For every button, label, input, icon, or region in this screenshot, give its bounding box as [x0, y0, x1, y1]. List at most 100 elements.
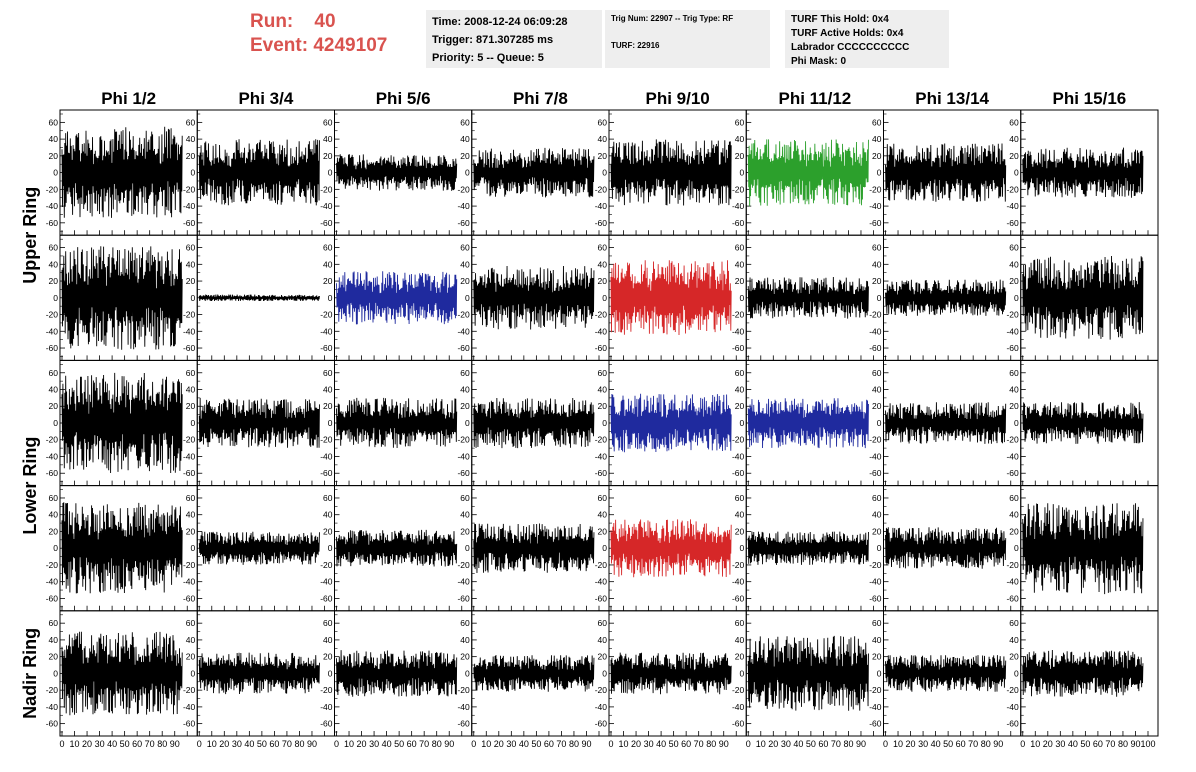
waveform-trace: [747, 276, 869, 319]
priority-text: Priority: 5 -- Queue: 5: [432, 52, 544, 64]
x-tick-label: 20: [768, 739, 778, 749]
waveform-trace: [885, 279, 1007, 317]
waveform-trace: [473, 523, 595, 574]
y-tick-label: -60: [457, 468, 470, 478]
x-tick-label: 20: [82, 739, 92, 749]
x-tick-label: 70: [556, 739, 566, 749]
y-tick-label: 40: [598, 510, 608, 520]
y-tick-label: -20: [46, 310, 59, 320]
y-tick-label: -60: [732, 343, 745, 353]
y-tick-label: 40: [735, 134, 745, 144]
x-tick-label: 50: [531, 739, 541, 749]
y-tick-label: 0: [877, 668, 882, 678]
y-tick-label: 60: [186, 368, 196, 378]
y-tick-label: 20: [598, 652, 608, 662]
y-tick-label: -60: [732, 593, 745, 603]
y-tick-label: 60: [872, 493, 882, 503]
waveform-trace: [610, 519, 732, 578]
y-tick-label: 40: [49, 259, 59, 269]
y-tick-label: 0: [877, 418, 882, 428]
y-tick-label: 0: [328, 418, 333, 428]
y-tick-label: -20: [46, 560, 59, 570]
labrador-text: Labrador CCCCCCCCCC: [791, 42, 910, 53]
x-tick-label: 10: [619, 739, 629, 749]
x-tick-label: 60: [407, 739, 417, 749]
x-tick-label: 30: [506, 739, 516, 749]
turf-this-hold-text: TURF This Hold: 0x4: [791, 14, 889, 25]
y-tick-label: 60: [1009, 243, 1019, 253]
y-tick-label: 0: [1014, 543, 1019, 553]
y-tick-label: 40: [186, 635, 196, 645]
y-tick-label: 20: [186, 652, 196, 662]
y-tick-label: -20: [595, 435, 608, 445]
waveform-trace: [885, 402, 1007, 444]
ring-label: Nadir Ring: [20, 628, 40, 719]
y-tick-label: 20: [460, 652, 470, 662]
waveform-panel: -60 -40 -20 0 20 40 60: [1006, 485, 1159, 612]
x-tick-label: 50: [394, 739, 404, 749]
y-tick-label: -20: [320, 310, 333, 320]
y-tick-label: 60: [460, 368, 470, 378]
x-tick-label: 50: [669, 739, 679, 749]
y-tick-label: 0: [877, 543, 882, 553]
time-info-panel: Time: 2008-12-24 06:09:28 Trigger: 871.3…: [426, 10, 602, 68]
y-tick-label: -40: [46, 451, 59, 461]
waveform-trace: [336, 650, 458, 697]
y-tick-label: -40: [595, 201, 608, 211]
y-tick-label: -20: [46, 184, 59, 194]
x-tick-label: 20: [631, 739, 641, 749]
y-tick-label: -60: [1006, 719, 1019, 729]
y-tick-label: 20: [1009, 276, 1019, 286]
y-tick-label: 40: [735, 510, 745, 520]
y-tick-label: 20: [872, 652, 882, 662]
y-tick-label: 20: [872, 526, 882, 536]
waveform-panel: -60 -40 -20 0 20 40 60: [595, 359, 747, 487]
y-tick-label: -40: [732, 201, 745, 211]
run-label: Run:: [250, 11, 294, 32]
waveform-trace: [61, 631, 183, 716]
y-tick-label: 60: [598, 618, 608, 628]
waveform-panel: -60 -40 -20 0 20 40 60: [183, 485, 335, 612]
column-header: Phi 11/12: [778, 89, 851, 108]
y-tick-label: -40: [869, 201, 882, 211]
y-tick-label: 60: [460, 493, 470, 503]
y-tick-label: 40: [1009, 259, 1019, 269]
waveform-panel: -60 -40 -20 0 20 40 60: [1006, 234, 1159, 361]
y-tick-label: 0: [602, 168, 607, 178]
y-tick-label: 20: [460, 151, 470, 161]
y-tick-label: 60: [872, 618, 882, 628]
y-tick-label: 60: [1009, 117, 1019, 127]
y-tick-label: -40: [1006, 326, 1019, 336]
y-tick-label: -60: [320, 468, 333, 478]
y-tick-label: 0: [328, 543, 333, 553]
x-tick-label: 0: [608, 739, 613, 749]
waveform-panel: -60 -40 -20 0 20 40 60: [457, 485, 610, 612]
x-tick-label: 10: [207, 739, 217, 749]
x-tick-label: 40: [244, 739, 254, 749]
event-line: Event: 4249107: [250, 34, 420, 58]
y-tick-label: -60: [320, 218, 333, 228]
y-tick-label: 20: [323, 526, 333, 536]
y-tick-label: 0: [465, 668, 470, 678]
column-header: Phi 15/16: [1053, 89, 1127, 108]
waveform-trace: [61, 126, 183, 218]
y-tick-label: 60: [1009, 368, 1019, 378]
waveform-trace: [336, 271, 458, 325]
y-tick-label: 40: [323, 510, 333, 520]
y-tick-label: -60: [869, 593, 882, 603]
y-tick-label: -40: [869, 577, 882, 587]
waveform-panel: -60 -40 -20 0 20 40 60: [46, 109, 198, 236]
waveform-trace: [1022, 147, 1144, 198]
waveform-panel: -60 -40 -20 0 20 40 60: [320, 109, 473, 236]
x-tick-label: 20: [906, 739, 916, 749]
y-tick-label: 20: [1009, 652, 1019, 662]
waveform-trace: [198, 139, 320, 206]
y-tick-label: 40: [1009, 134, 1019, 144]
y-tick-label: 20: [49, 526, 59, 536]
y-tick-label: -60: [320, 593, 333, 603]
y-tick-label: 60: [323, 618, 333, 628]
